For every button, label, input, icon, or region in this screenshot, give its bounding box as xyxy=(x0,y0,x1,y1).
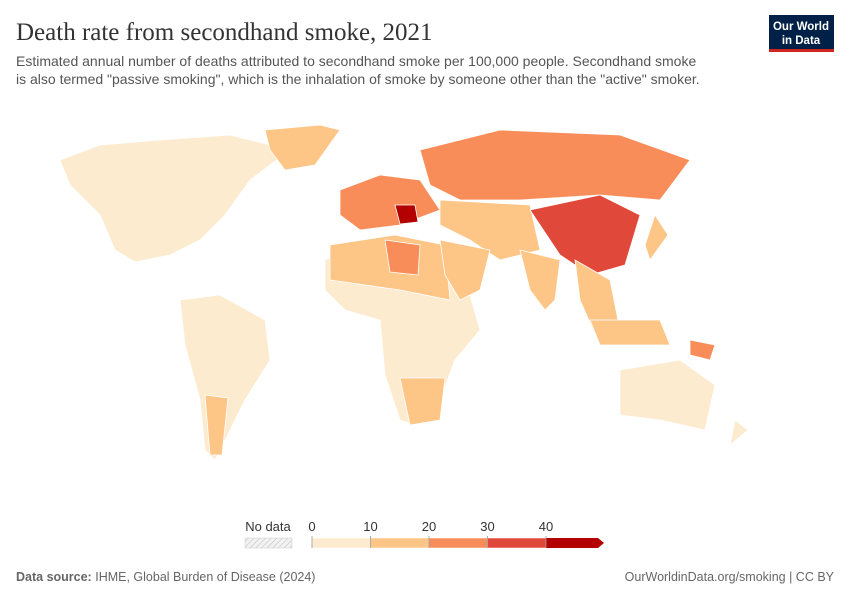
logo-box xyxy=(769,15,834,51)
legend-bin xyxy=(370,537,430,549)
no-data-label: No data xyxy=(245,519,291,534)
india xyxy=(519,249,561,311)
title: Death rate from secondhand smoke, 2021 xyxy=(16,19,433,46)
argentina xyxy=(204,394,229,456)
europe xyxy=(339,174,441,231)
world-map xyxy=(59,124,749,461)
source-label: Data source: xyxy=(16,570,92,584)
balkans xyxy=(394,204,419,225)
australia xyxy=(619,359,716,431)
logo-bar xyxy=(769,49,834,52)
middle-east xyxy=(439,239,491,301)
papua xyxy=(689,339,716,361)
central-asia xyxy=(439,199,541,261)
japan xyxy=(644,214,669,261)
southern-africa xyxy=(399,377,446,426)
greenland xyxy=(264,124,341,171)
legend-tick-label: 30 xyxy=(480,519,494,534)
logo-text: in Data xyxy=(782,35,821,47)
source-text: IHME, Global Burden of Disease (2024) xyxy=(95,570,315,584)
no-data-swatch xyxy=(244,537,293,549)
legend-bin xyxy=(311,537,371,549)
legend-bin xyxy=(546,538,604,548)
south-america xyxy=(179,294,271,461)
legend-tick-label: 20 xyxy=(422,519,436,534)
new-zealand xyxy=(729,419,749,447)
legend-tick-label: 10 xyxy=(363,519,377,534)
subtitle: Estimated annual number of deaths attrib… xyxy=(16,53,696,69)
logo-text: Our World xyxy=(773,21,829,33)
legend-bin xyxy=(487,537,547,549)
subtitle: is also termed "passive smoking", which … xyxy=(16,71,700,87)
legend: No data 0 10 20 30 40 xyxy=(244,519,604,549)
source: Data source: IHME, Global Burden of Dise… xyxy=(16,570,315,584)
legend-bin xyxy=(428,537,488,549)
legend-tick-label: 40 xyxy=(539,519,553,534)
russia xyxy=(419,129,691,201)
source-link[interactable]: OurWorldinData.org/smoking | CC BY xyxy=(625,570,835,584)
north-america xyxy=(59,134,291,263)
legend-tick-label: 0 xyxy=(308,519,315,534)
china xyxy=(529,194,641,276)
indonesia xyxy=(589,319,671,346)
libya xyxy=(384,239,421,276)
logo[interactable]: Our World in Data xyxy=(769,15,834,52)
